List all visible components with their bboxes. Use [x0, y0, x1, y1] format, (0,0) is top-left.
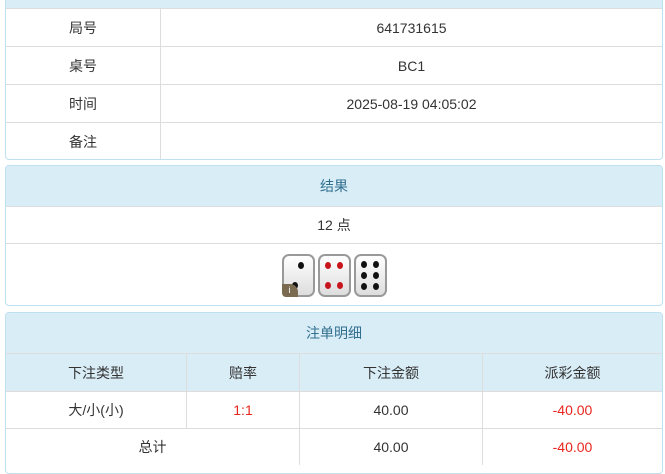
pip — [325, 262, 332, 270]
die-2: i — [281, 253, 315, 297]
total-amount: 40.00 — [300, 429, 483, 465]
result-title: 结果 — [6, 166, 662, 206]
points-row: 12 点 — [6, 206, 662, 243]
info-row: 时间 2025-08-19 04:05:02 — [6, 84, 662, 122]
pip — [336, 281, 343, 289]
die-4 — [317, 253, 351, 297]
col-amount: 下注金额 — [300, 354, 483, 391]
label: 局号 — [6, 9, 161, 46]
table-header: 下注类型 赔率 下注金额 派彩金额 — [6, 353, 662, 391]
value: 2025-08-19 04:05:02 — [346, 95, 477, 112]
table-row: 大/小(小) 1:1 40.00 -40.00 — [6, 391, 662, 428]
game-info-panel: 局号 641731615 桌号 BC1 时间 2025-08-19 04:05:02 … — [5, 0, 663, 160]
col-payout: 派彩金额 — [544, 364, 601, 381]
dice-row: i — [6, 243, 662, 305]
pip — [372, 261, 379, 269]
total-payout: -40.00 — [552, 439, 593, 455]
bet-detail-panel: 注单明细 下注类型 赔率 下注金额 派彩金额 大/小(小) 1:1 40.00 … — [5, 312, 663, 474]
value — [161, 123, 662, 159]
result-panel: 结果 12 点 i — [5, 165, 663, 306]
value: 641731615 — [376, 19, 447, 36]
bets-title: 注单明细 — [6, 313, 662, 353]
die-6 — [353, 253, 387, 297]
pip — [298, 262, 305, 270]
total-row: 总计 40.00 -40.00 — [6, 428, 662, 465]
points: 12 点 — [317, 217, 351, 233]
panel-header — [6, 0, 662, 8]
pip — [372, 282, 379, 290]
pip — [361, 282, 368, 290]
col-odds: 赔率 — [187, 354, 300, 391]
odds: 1:1 — [187, 392, 300, 428]
info-icon[interactable]: i — [281, 283, 298, 297]
info-row: 备注 — [6, 122, 662, 159]
payout: -40.00 — [552, 402, 593, 418]
bet-amount: 40.00 — [300, 392, 483, 428]
pip — [372, 272, 379, 279]
pip — [361, 272, 368, 279]
total-label: 总计 — [6, 429, 300, 465]
info-row: 局号 641731615 — [6, 8, 662, 46]
info-row: 桌号 BC1 — [6, 46, 662, 84]
pip — [361, 261, 368, 269]
bet-type: 大/小(小) — [6, 392, 187, 428]
label: 时间 — [6, 85, 161, 122]
label: 桌号 — [6, 47, 161, 84]
pip — [336, 262, 343, 270]
value: BC1 — [397, 57, 426, 74]
pip — [325, 281, 332, 289]
label: 备注 — [6, 123, 161, 159]
col-type: 下注类型 — [6, 354, 187, 391]
